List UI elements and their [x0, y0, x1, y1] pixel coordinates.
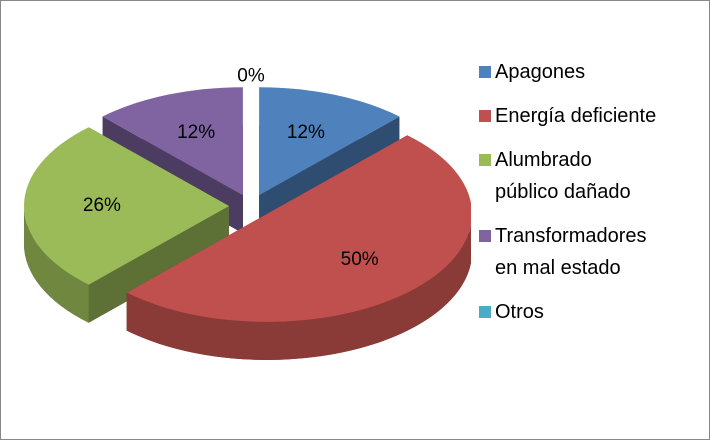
legend-label: Energía deficiente [495, 105, 657, 127]
slice-top [24, 127, 229, 285]
data-label: 12% [177, 122, 215, 143]
legend-swatch [479, 230, 491, 242]
legend-item: Otros [479, 296, 704, 328]
slice-top [259, 87, 400, 196]
legend-swatch [479, 66, 491, 78]
legend-item: Transformadores en mal estado [479, 220, 704, 284]
legend-swatch [479, 110, 491, 122]
data-label: 0% [237, 65, 265, 86]
legend-item: Energía deficiente [479, 100, 704, 132]
slice [126, 135, 471, 360]
slice-top [102, 87, 243, 196]
legend-label: Transformadores en mal estado [495, 225, 647, 279]
legend-swatch [479, 154, 491, 166]
legend-item: Apagones [479, 56, 704, 88]
legend-label: Apagones [495, 61, 586, 83]
slice-wall [24, 206, 89, 323]
legend-item: Alumbrado público dañado [479, 144, 704, 208]
legend-swatch [479, 306, 491, 318]
data-label: 26% [83, 195, 121, 216]
legend-label: Alumbrado público dañado [495, 149, 631, 203]
slice-edge [88, 206, 229, 323]
data-label: 12% [287, 122, 325, 143]
data-label: 50% [341, 249, 379, 270]
legend: Apagones Energía deficiente Alumbrado públ… [479, 56, 704, 340]
slice-top [126, 135, 471, 322]
slice [24, 127, 229, 323]
slice-wall [126, 224, 471, 360]
legend-label: Otros [495, 301, 544, 323]
pie-plot: 12% 50% 26% 12% 0% [24, 65, 471, 360]
